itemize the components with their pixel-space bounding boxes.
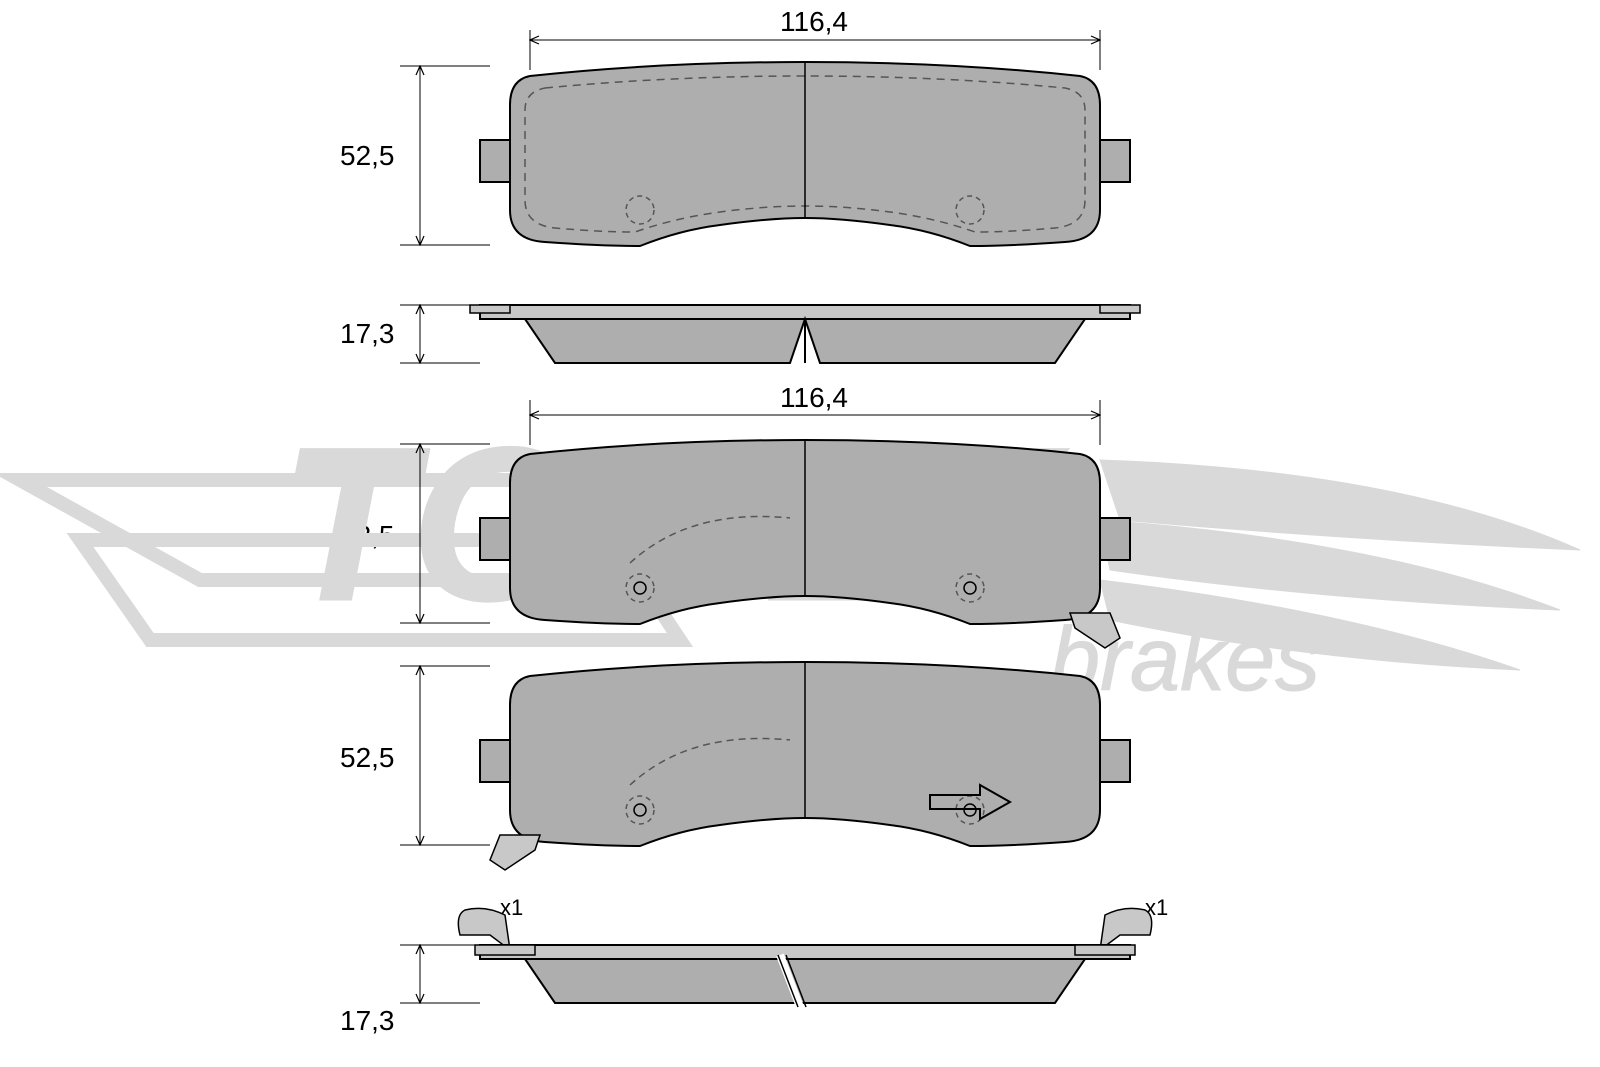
brake-pad-view-2 [480,440,1130,648]
brake-pad-view-3 [480,662,1130,870]
brake-pad-side-2 [458,908,1151,1007]
dim-thick-1 [400,305,480,363]
brake-pad-side-1 [470,305,1140,363]
dim-height-3 [400,666,490,845]
brake-pad-view-1 [480,62,1130,246]
dim-height-2 [400,444,490,623]
dim-height-1 [400,66,490,245]
technical-drawing [0,0,1600,1067]
dim-width-mid [530,400,1100,445]
dim-thick-2 [400,945,480,1003]
